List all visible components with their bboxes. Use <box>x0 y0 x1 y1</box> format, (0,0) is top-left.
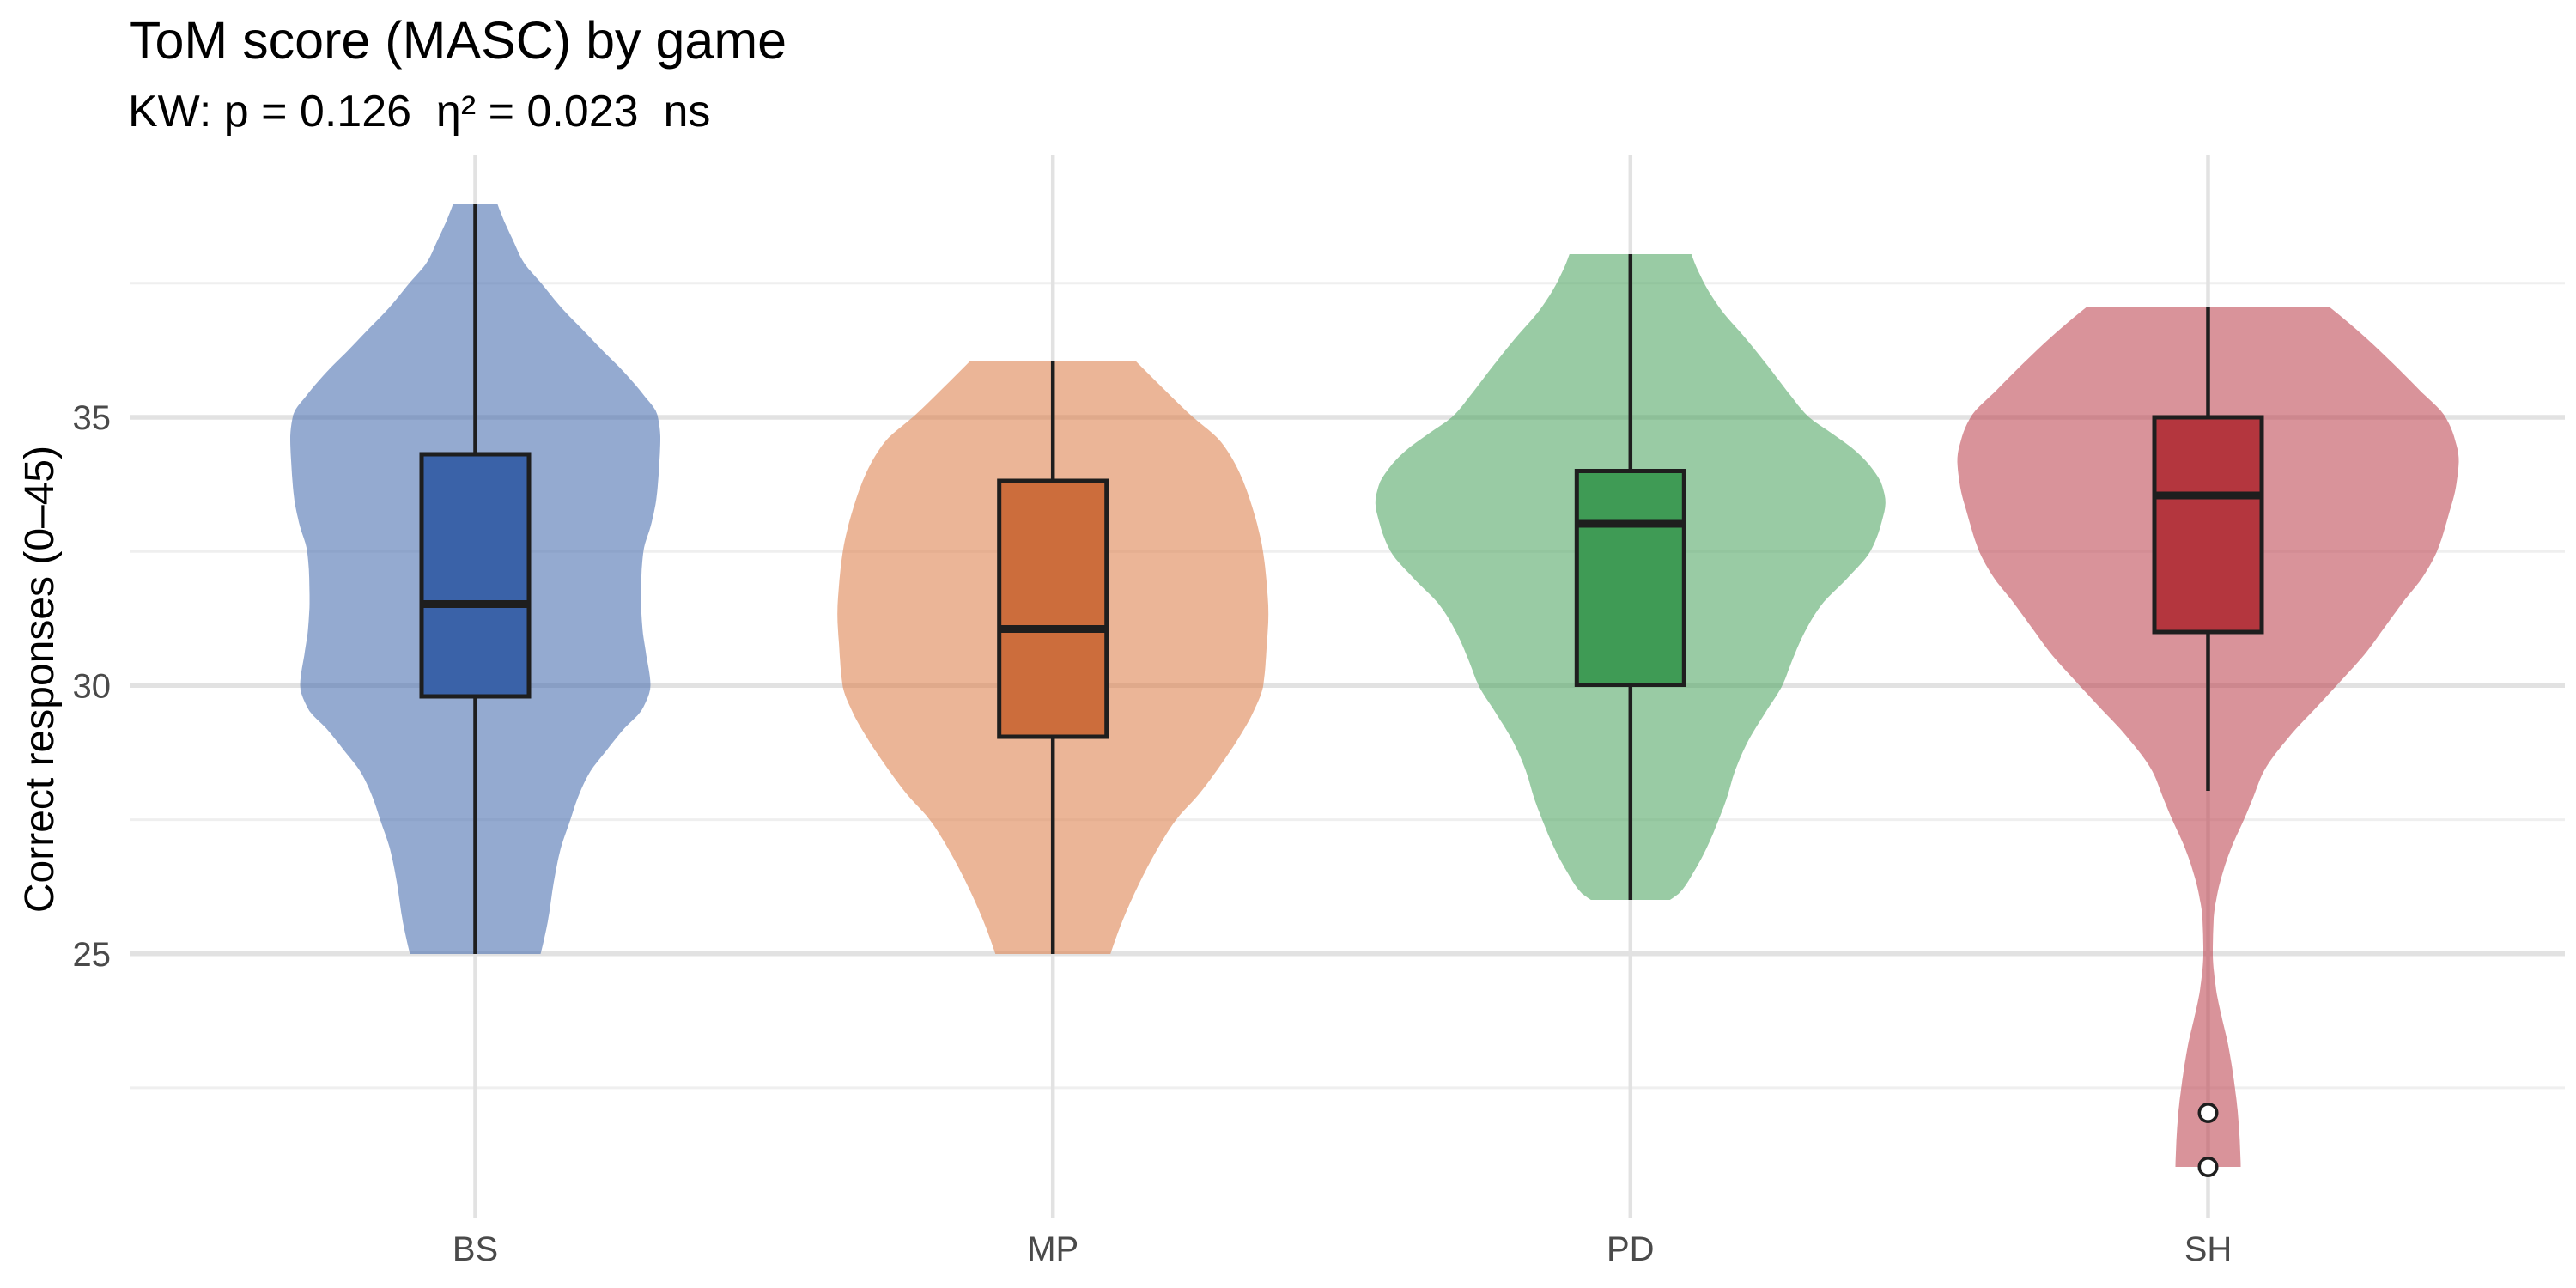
svg-text:SH: SH <box>2184 1230 2233 1268</box>
svg-text:KW: p = 0.126 η² = 0.023 ns: KW: p = 0.126 η² = 0.023 ns <box>128 87 710 137</box>
svg-text:BS: BS <box>453 1230 498 1268</box>
svg-text:Correct responses (0–45): Correct responses (0–45) <box>17 446 63 913</box>
svg-text:MP: MP <box>1027 1230 1078 1268</box>
svg-text:ToM score (MASC) by game: ToM score (MASC) by game <box>129 11 787 70</box>
svg-text:PD: PD <box>1607 1230 1655 1268</box>
svg-text:35: 35 <box>73 399 112 437</box>
svg-text:25: 25 <box>73 936 112 974</box>
svg-text:30: 30 <box>73 667 112 705</box>
